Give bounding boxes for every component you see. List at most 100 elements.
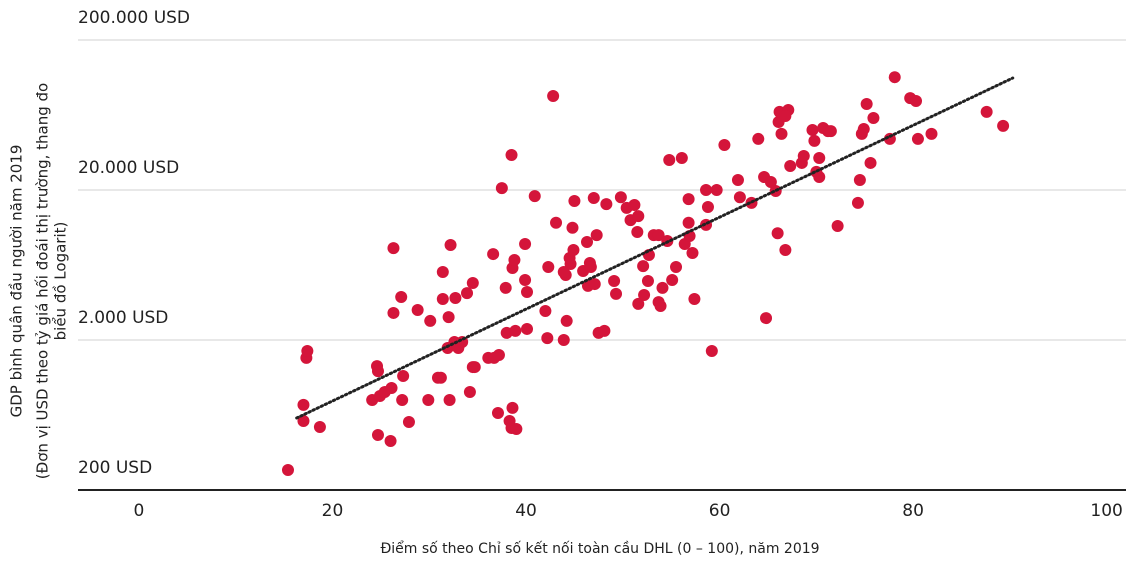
point: [461, 287, 474, 300]
point: [628, 198, 641, 211]
point: [718, 139, 731, 152]
point: [581, 236, 594, 249]
y-tick-label: 200 USD: [78, 458, 152, 478]
point: [566, 221, 579, 234]
point: [813, 171, 826, 184]
point: [831, 220, 844, 233]
point: [506, 401, 519, 414]
point: [463, 386, 476, 399]
y-axis-label: (Đơn vị USD theo tỷ giá hối đoái thị trư…: [34, 83, 52, 479]
point: [731, 174, 744, 187]
point: [682, 193, 695, 206]
point: [519, 274, 532, 287]
point: [654, 300, 667, 313]
x-tick-label: 100: [1090, 501, 1122, 521]
x-tick-label: 0: [134, 501, 145, 521]
point: [631, 225, 644, 238]
point: [424, 314, 437, 327]
point: [663, 153, 676, 166]
point: [371, 429, 384, 442]
point: [784, 160, 797, 173]
point: [395, 290, 408, 303]
x-tick-label: 20: [322, 501, 344, 521]
y-axis-label: biểu đồ Logarit): [52, 222, 70, 341]
point: [760, 312, 773, 325]
point: [588, 278, 601, 291]
point: [557, 334, 570, 346]
point: [600, 198, 613, 211]
point: [888, 71, 901, 84]
point: [910, 95, 923, 108]
point: [528, 190, 541, 203]
y-tick-label: 2.000 USD: [78, 308, 168, 328]
point: [911, 132, 924, 145]
point: [487, 248, 500, 261]
x-tick-label: 60: [709, 501, 731, 521]
point: [670, 261, 683, 274]
point: [752, 132, 765, 145]
point: [701, 201, 714, 214]
point: [557, 266, 570, 279]
point: [771, 227, 784, 240]
point: [682, 216, 695, 229]
point: [510, 423, 523, 436]
point: [598, 324, 611, 337]
point: [547, 89, 560, 102]
point: [864, 156, 877, 169]
point: [387, 242, 400, 255]
point: [705, 344, 718, 357]
point: [550, 216, 563, 229]
point: [521, 322, 534, 335]
point: [710, 184, 723, 196]
point: [688, 293, 701, 306]
point: [610, 287, 623, 300]
point: [813, 151, 826, 164]
point: [402, 416, 415, 429]
point: [587, 191, 600, 204]
point: [656, 281, 669, 294]
point: [638, 289, 651, 302]
point: [632, 297, 645, 310]
point: [387, 306, 400, 319]
point: [675, 151, 688, 164]
point: [371, 365, 384, 378]
point: [641, 274, 654, 287]
point: [567, 244, 580, 257]
x-axis-label: Điểm số theo Chỉ số kết nối toàn cầu DHL…: [380, 540, 819, 557]
point: [436, 293, 449, 306]
point: [632, 210, 645, 223]
point: [411, 303, 424, 316]
y-tick-label: 20.000 USD: [78, 158, 179, 178]
trend-line: [295, 76, 1015, 420]
point: [652, 229, 665, 242]
point: [925, 127, 938, 140]
point: [733, 191, 746, 204]
point: [422, 394, 435, 407]
point: [442, 311, 455, 324]
point: [857, 123, 870, 136]
x-tick-label: 40: [515, 501, 537, 521]
point: [980, 105, 993, 118]
point: [397, 370, 410, 383]
point: [449, 292, 462, 305]
point: [539, 305, 552, 318]
x-tick-label: 80: [902, 501, 924, 521]
point: [853, 174, 866, 187]
point: [806, 124, 819, 137]
point: [301, 344, 314, 357]
point: [824, 125, 837, 138]
point: [281, 463, 294, 476]
point: [313, 421, 326, 434]
point: [860, 97, 873, 110]
point: [851, 196, 864, 209]
point: [700, 184, 713, 196]
point: [468, 361, 481, 374]
y-tick-label: 200.000 USD: [78, 8, 190, 28]
point: [808, 134, 821, 147]
point: [779, 244, 792, 257]
point: [590, 229, 603, 242]
point: [505, 149, 518, 162]
point: [396, 394, 409, 407]
